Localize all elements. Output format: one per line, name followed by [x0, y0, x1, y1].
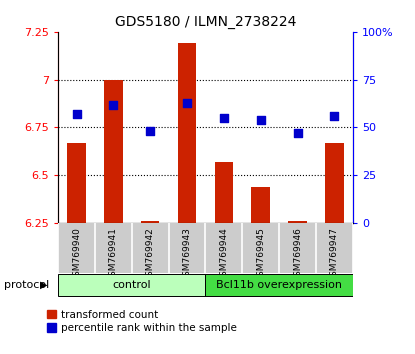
- Text: Bcl11b overexpression: Bcl11b overexpression: [216, 280, 342, 290]
- Point: [110, 102, 117, 107]
- Text: control: control: [112, 280, 151, 290]
- Bar: [67, 143, 86, 223]
- Point: [184, 100, 190, 105]
- Legend: transformed count, percentile rank within the sample: transformed count, percentile rank withi…: [47, 310, 237, 333]
- Text: ▶: ▶: [40, 280, 48, 290]
- Point: [220, 115, 227, 121]
- Bar: [141, 221, 159, 223]
- Bar: [251, 187, 270, 223]
- Point: [257, 117, 264, 122]
- Bar: [325, 143, 344, 223]
- Bar: [288, 221, 307, 223]
- Bar: [178, 43, 196, 223]
- Text: GSM769944: GSM769944: [220, 227, 228, 282]
- Point: [73, 111, 80, 117]
- Text: protocol: protocol: [4, 280, 49, 290]
- Text: GSM769945: GSM769945: [256, 227, 265, 282]
- Text: GSM769943: GSM769943: [183, 227, 191, 282]
- Point: [331, 113, 338, 119]
- Bar: [104, 80, 122, 223]
- Text: GSM769947: GSM769947: [330, 227, 339, 282]
- FancyBboxPatch shape: [58, 274, 205, 296]
- Title: GDS5180 / ILMN_2738224: GDS5180 / ILMN_2738224: [115, 16, 296, 29]
- Point: [147, 129, 154, 134]
- Text: GSM769942: GSM769942: [146, 227, 155, 282]
- Point: [294, 130, 301, 136]
- Text: GSM769946: GSM769946: [293, 227, 302, 282]
- Text: GSM769940: GSM769940: [72, 227, 81, 282]
- FancyBboxPatch shape: [205, 274, 353, 296]
- Text: GSM769941: GSM769941: [109, 227, 118, 282]
- Bar: [215, 162, 233, 223]
